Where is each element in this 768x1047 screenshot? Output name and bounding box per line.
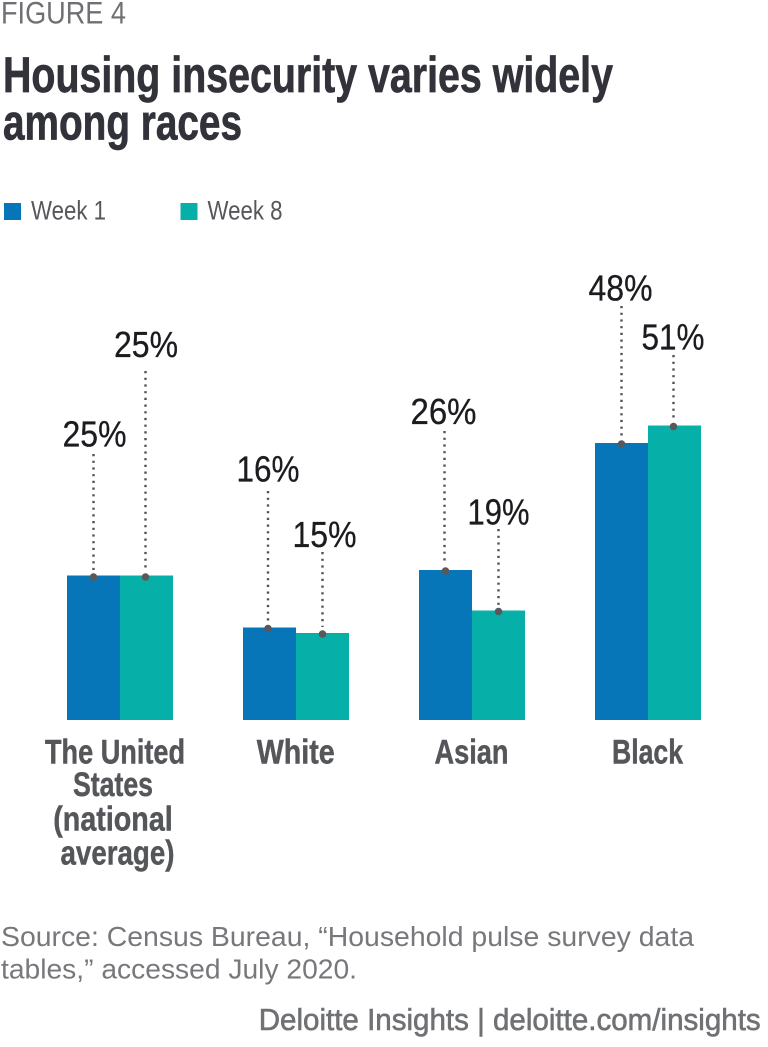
svg-text:Housing insecurity varies wide: Housing insecurity varies widely	[3, 47, 613, 103]
svg-text:among races: among races	[3, 95, 242, 151]
svg-text:25%: 25%	[114, 324, 178, 365]
svg-text:Asian: Asian	[435, 733, 509, 771]
svg-text:Week 1: Week 1	[31, 196, 106, 226]
svg-text:15%: 15%	[293, 514, 357, 555]
svg-text:average): average)	[61, 835, 175, 873]
svg-text:Source: Census Bureau, “Househ: Source: Census Bureau, “Household pulse …	[1, 921, 694, 952]
svg-text:(national: (national	[53, 801, 173, 839]
svg-text:Black: Black	[612, 733, 683, 771]
svg-text:States: States	[73, 766, 153, 804]
svg-text:The United: The United	[45, 733, 185, 771]
svg-text:tables,” accessed July 2020.: tables,” accessed July 2020.	[1, 954, 357, 985]
svg-text:Week 8: Week 8	[208, 196, 283, 226]
svg-text:16%: 16%	[237, 449, 300, 490]
svg-text:Deloitte Insights | deloitte.c: Deloitte Insights | deloitte.com/insight…	[259, 1002, 761, 1037]
svg-text:19%: 19%	[468, 492, 530, 533]
svg-text:25%: 25%	[63, 414, 127, 455]
svg-text:FIGURE 4: FIGURE 4	[1, 0, 126, 31]
svg-text:48%: 48%	[589, 268, 653, 309]
svg-text:51%: 51%	[642, 317, 705, 358]
svg-text:White: White	[257, 733, 335, 771]
svg-text:26%: 26%	[411, 391, 477, 432]
